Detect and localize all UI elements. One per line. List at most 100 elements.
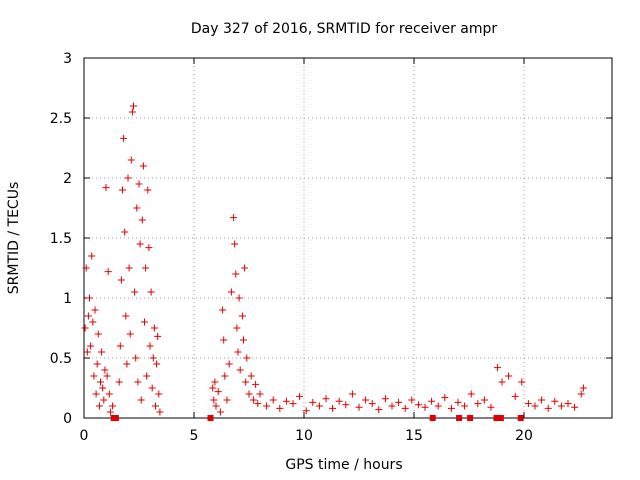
data-point bbox=[249, 396, 257, 404]
data-point bbox=[342, 401, 350, 409]
data-point bbox=[123, 360, 131, 368]
data-point bbox=[232, 270, 240, 278]
data-point bbox=[219, 306, 227, 314]
data-point bbox=[238, 312, 246, 320]
data-point bbox=[269, 396, 277, 404]
data-point bbox=[214, 388, 222, 396]
data-point bbox=[100, 396, 108, 404]
y-tick-label: 1 bbox=[63, 291, 72, 307]
data-point bbox=[375, 406, 383, 414]
zero-marker bbox=[456, 415, 463, 421]
data-point bbox=[454, 398, 462, 406]
data-point bbox=[225, 360, 233, 368]
data-point bbox=[150, 324, 158, 332]
data-point bbox=[414, 401, 422, 409]
x-tick-labels: 0 5 10 15 20 bbox=[80, 428, 533, 444]
data-point bbox=[531, 402, 539, 410]
zero-marker bbox=[517, 415, 524, 421]
y-tick-label: 3 bbox=[63, 51, 72, 67]
data-point bbox=[234, 348, 242, 356]
data-point bbox=[335, 397, 343, 405]
data-point bbox=[93, 360, 101, 368]
data-point bbox=[538, 396, 546, 404]
zero-marker bbox=[467, 415, 474, 421]
data-points bbox=[81, 102, 587, 421]
data-point bbox=[153, 360, 161, 368]
data-point bbox=[211, 378, 219, 386]
data-point bbox=[557, 402, 565, 410]
y-tick-label: 2 bbox=[63, 171, 72, 187]
data-point bbox=[447, 404, 455, 412]
data-point bbox=[551, 397, 559, 405]
data-point bbox=[494, 364, 502, 372]
data-point bbox=[86, 294, 93, 302]
data-point bbox=[388, 402, 396, 410]
data-point bbox=[125, 264, 133, 272]
data-point bbox=[254, 400, 262, 408]
data-point bbox=[133, 204, 141, 212]
y-tick-label: 2.5 bbox=[50, 111, 72, 127]
x-tick-label: 0 bbox=[80, 428, 89, 444]
data-point bbox=[252, 380, 260, 388]
data-point bbox=[146, 342, 154, 350]
data-point bbox=[245, 390, 253, 398]
x-tick-label: 15 bbox=[405, 428, 423, 444]
data-point bbox=[302, 407, 310, 415]
data-point bbox=[498, 378, 506, 386]
data-point bbox=[156, 408, 164, 416]
data-point bbox=[577, 390, 585, 398]
data-point bbox=[210, 396, 218, 404]
data-point bbox=[230, 214, 238, 222]
data-point bbox=[395, 398, 403, 406]
data-point bbox=[145, 244, 153, 252]
data-point bbox=[83, 348, 91, 356]
data-point bbox=[126, 330, 134, 338]
data-point bbox=[154, 332, 162, 340]
data-point bbox=[474, 400, 482, 408]
data-point bbox=[209, 384, 217, 392]
data-point bbox=[322, 395, 330, 403]
grid-lines bbox=[84, 58, 612, 418]
data-point bbox=[240, 336, 247, 344]
data-point bbox=[106, 408, 114, 416]
data-point bbox=[461, 402, 469, 410]
zero-marker bbox=[207, 415, 214, 421]
data-point bbox=[99, 384, 107, 392]
data-point bbox=[235, 294, 243, 302]
data-point bbox=[282, 397, 290, 405]
data-point bbox=[518, 378, 526, 386]
x-tick-label: 5 bbox=[190, 428, 199, 444]
zero-marker bbox=[429, 415, 436, 421]
data-point bbox=[256, 390, 264, 398]
data-point bbox=[109, 402, 117, 410]
data-point bbox=[120, 134, 128, 142]
data-point bbox=[128, 108, 136, 116]
data-point bbox=[149, 354, 157, 362]
y-tick-label: 1.5 bbox=[50, 231, 72, 247]
data-point bbox=[289, 400, 297, 408]
data-point bbox=[119, 186, 126, 194]
data-point bbox=[84, 312, 92, 320]
data-point bbox=[355, 403, 363, 411]
data-point bbox=[276, 404, 284, 412]
data-point bbox=[421, 403, 429, 411]
data-point bbox=[434, 402, 442, 410]
data-point bbox=[579, 384, 587, 392]
data-point bbox=[102, 184, 110, 192]
data-point bbox=[231, 240, 239, 248]
axis-ticks bbox=[83, 57, 612, 419]
data-point bbox=[309, 398, 317, 406]
data-point bbox=[138, 216, 146, 224]
data-point bbox=[115, 378, 123, 386]
data-point bbox=[88, 252, 96, 260]
data-point bbox=[441, 394, 449, 402]
data-point bbox=[511, 392, 519, 400]
data-point bbox=[97, 378, 104, 386]
data-point bbox=[142, 264, 150, 272]
data-point bbox=[82, 264, 90, 272]
data-point bbox=[227, 288, 235, 296]
zero-marker bbox=[497, 415, 504, 421]
data-point bbox=[136, 240, 144, 248]
data-point bbox=[116, 342, 124, 350]
data-point bbox=[467, 390, 475, 398]
